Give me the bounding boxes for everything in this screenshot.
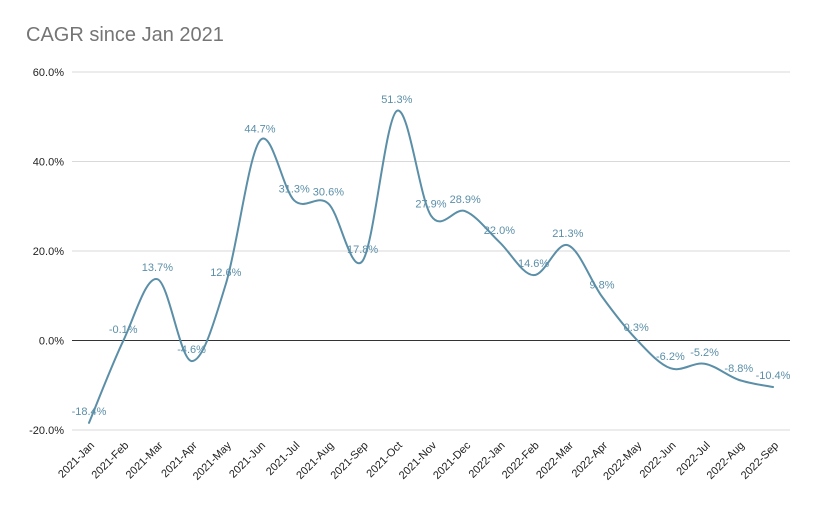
data-label: 12.6% [210, 267, 241, 279]
data-label: 21.3% [552, 228, 583, 240]
data-label: 13.7% [142, 262, 173, 274]
data-label: -8.8% [724, 363, 753, 375]
y-tick-label: 60.0% [33, 67, 64, 79]
x-tick-label: 2022-Jun [638, 440, 679, 481]
data-label: 0.3% [624, 322, 649, 334]
data-label: 14.6% [518, 258, 549, 270]
x-tick-label: 2022-Mar [534, 439, 576, 481]
y-tick-label: 20.0% [33, 246, 64, 258]
data-label: 9.8% [589, 280, 614, 292]
data-label: -4.6% [177, 344, 206, 356]
x-tick-label: 2021-Dec [431, 439, 474, 482]
data-label: 44.7% [244, 123, 275, 135]
x-tick-label: 2021-Jun [227, 440, 268, 481]
data-label: 31.3% [279, 183, 310, 195]
y-tick-label: -20.0% [29, 425, 64, 437]
y-tick-label: 40.0% [33, 157, 64, 169]
data-label: -18.4% [72, 406, 107, 418]
data-label: 30.6% [313, 187, 344, 199]
x-tick-label: 2021-Sep [328, 440, 370, 482]
data-label: 22.0% [484, 225, 515, 237]
series-line [89, 111, 773, 423]
data-label: -10.4% [756, 370, 791, 382]
data-label: -6.2% [656, 351, 685, 363]
data-label: -0.1% [109, 324, 138, 336]
chart-title: CAGR since Jan 2021 [26, 24, 224, 47]
data-label: 27.9% [415, 199, 446, 211]
data-label: 17.8% [347, 244, 378, 256]
data-label: 28.9% [450, 194, 481, 206]
x-tick-label: 2022-Sep [739, 440, 781, 482]
x-tick-label: 2021-Mar [124, 439, 166, 481]
data-label: 51.3% [381, 94, 412, 106]
y-tick-label: 0.0% [39, 336, 64, 348]
data-label: -5.2% [690, 347, 719, 359]
